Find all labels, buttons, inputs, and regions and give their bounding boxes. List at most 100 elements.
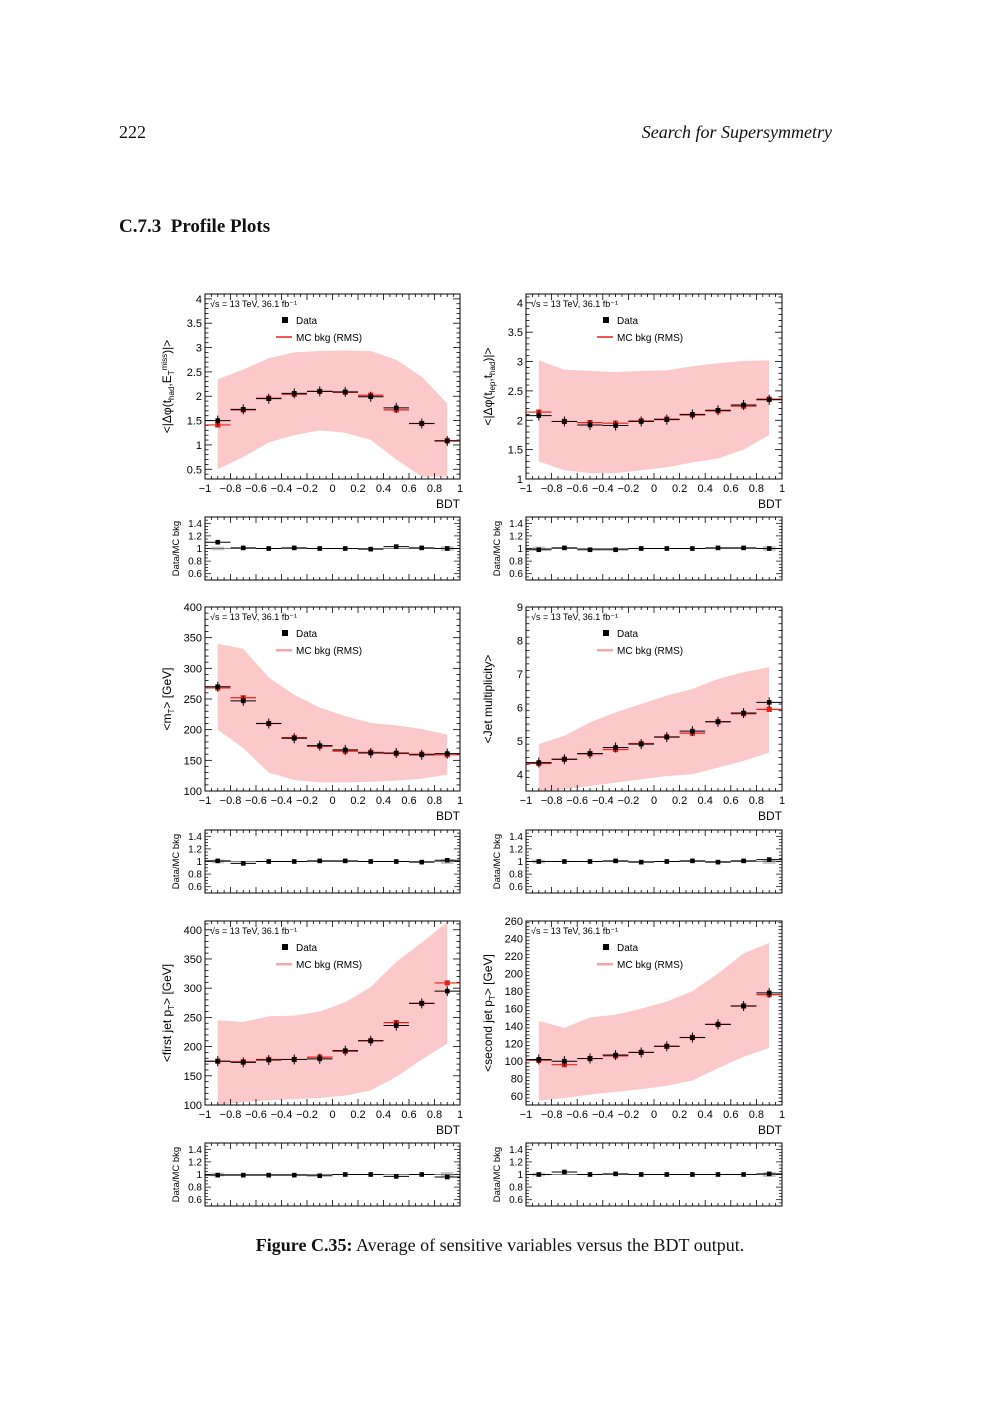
ratio-y-axis-label: Data/MC bkg <box>171 834 182 889</box>
data-point <box>690 1035 695 1040</box>
section-heading: C.7.3 Profile Plots <box>119 216 270 238</box>
data-point <box>638 1050 644 1055</box>
data-point <box>266 1057 272 1063</box>
x-tick-label: 0.2 <box>350 483 365 495</box>
x-tick-label: 1 <box>457 483 463 495</box>
x-tick-label: 0 <box>329 1109 335 1121</box>
ratio-point <box>240 545 246 551</box>
ratio-point <box>690 1172 695 1177</box>
y-tick-label: 3 <box>517 357 523 369</box>
ratio-point <box>741 545 746 551</box>
energy-lumi-label: √s = 13 TeV, 36.1 fb⁻¹ <box>210 612 297 622</box>
y-tick-label: 400 <box>184 602 202 614</box>
ratio-y-tick-label: 0.6 <box>188 882 202 893</box>
y-axis-label: <Jet multiplicity> <box>481 655 495 744</box>
y-tick-label: 2 <box>196 391 202 403</box>
x-tick-label: 0.2 <box>672 1109 687 1121</box>
data-point <box>393 750 399 756</box>
x-axis-label: BDT <box>758 1123 783 1137</box>
legend-mc-marker <box>597 963 613 966</box>
energy-lumi-label: √s = 13 TeV, 36.1 fb⁻¹ <box>531 612 618 622</box>
y-tick-label: 200 <box>184 1042 202 1054</box>
ratio-y-tick-label: 1.4 <box>509 519 523 530</box>
x-tick-label: 0.2 <box>672 483 687 495</box>
ratio-y-tick-label: 0.8 <box>509 870 523 881</box>
data-point <box>240 698 246 704</box>
y-tick-label: 100 <box>184 786 202 798</box>
x-tick-label: −0.8 <box>541 795 563 807</box>
data-point <box>536 760 542 765</box>
y-tick-label: 4 <box>517 298 523 310</box>
data-point <box>444 751 450 756</box>
ratio-y-tick-label: 1.2 <box>188 531 202 542</box>
legend-mc-label: MC bkg (RMS) <box>617 333 683 344</box>
ratio-y-axis-label: Data/MC bkg <box>492 521 503 576</box>
y-tick-label: 2.5 <box>187 367 202 379</box>
y-tick-label: 180 <box>505 986 523 998</box>
data-point <box>562 419 567 424</box>
data-point <box>766 397 772 403</box>
page-number: 222 <box>119 122 146 142</box>
y-tick-label: 1.5 <box>187 416 202 428</box>
legend-mc-label: MC bkg (RMS) <box>617 646 683 657</box>
x-tick-label: −0.2 <box>296 1109 318 1121</box>
y-tick-label: 8 <box>517 635 523 647</box>
data-point <box>715 407 721 413</box>
y-tick-label: 7 <box>517 669 523 681</box>
ratio-point <box>741 858 746 864</box>
data-point <box>368 1038 374 1044</box>
rms-band <box>217 922 448 1105</box>
x-tick-label: 0 <box>651 483 657 495</box>
ratio-point <box>291 859 297 864</box>
ratio-point <box>215 539 221 545</box>
legend-data-label: Data <box>617 943 639 954</box>
x-tick-label: 1 <box>779 483 785 495</box>
legend-mc-marker <box>276 963 292 966</box>
x-tick-label: −0.6 <box>566 483 588 495</box>
ratio-point <box>638 1172 644 1177</box>
ratio-point <box>562 545 567 551</box>
energy-lumi-label: √s = 13 TeV, 36.1 fb⁻¹ <box>531 299 618 309</box>
legend-mc-marker <box>276 649 292 652</box>
x-tick-label: −0.4 <box>271 1109 293 1121</box>
ratio-point <box>317 1173 323 1179</box>
ratio-point <box>664 1172 670 1177</box>
x-tick-label: −0.2 <box>618 483 640 495</box>
ratio-point <box>419 859 425 865</box>
data-point <box>664 734 670 740</box>
y-tick-label: 3.5 <box>187 318 202 330</box>
x-tick-label: −0.8 <box>541 483 563 495</box>
data-point <box>419 752 425 758</box>
x-tick-label: −0.2 <box>618 1109 640 1121</box>
data-point <box>444 988 450 994</box>
figure-label: Figure C.35: <box>255 1235 353 1255</box>
y-tick-label: 140 <box>505 1021 523 1033</box>
section-number: C.7.3 <box>119 216 162 237</box>
x-tick-label: 0 <box>651 795 657 807</box>
data-point <box>317 389 323 394</box>
ratio-panel: 0.60.8 1 1.21.4 Data/MC bkg <box>171 1142 461 1207</box>
x-tick-label: 0.4 <box>698 795 713 807</box>
data-point <box>266 396 272 401</box>
ratio-y-tick-label: 0.8 <box>188 870 202 881</box>
profile-panel-5: −1 −0.8 −0.6 −0.4 −0.2 0 0.2 0.4 0.6 0.8 1BDT10015… <box>160 920 463 1207</box>
ratio-point <box>587 1172 593 1177</box>
ratio-point <box>638 859 644 865</box>
x-axis-label: BDT <box>436 809 461 823</box>
legend-mc-label: MC bkg (RMS) <box>296 333 362 344</box>
x-tick-label: −0.4 <box>592 1109 614 1121</box>
figure-caption-text: Average of sensitive variables versus th… <box>355 1235 745 1255</box>
x-axis-label: BDT <box>436 497 461 511</box>
legend-data-marker <box>282 317 288 323</box>
rms-band <box>538 360 770 474</box>
ratio-point <box>444 1174 450 1180</box>
y-tick-label: 350 <box>184 633 202 645</box>
mc-point <box>444 980 450 986</box>
data-point <box>393 405 399 411</box>
x-tick-label: −0.6 <box>245 483 267 495</box>
x-tick-label: 0.8 <box>427 795 442 807</box>
running-title: Search for Supersymmetry <box>641 122 832 142</box>
data-point <box>291 391 297 396</box>
y-tick-label: 150 <box>184 1071 202 1083</box>
ratio-panel: 0.60.8 1 1.21.4 Data/MC bkg <box>171 829 461 894</box>
